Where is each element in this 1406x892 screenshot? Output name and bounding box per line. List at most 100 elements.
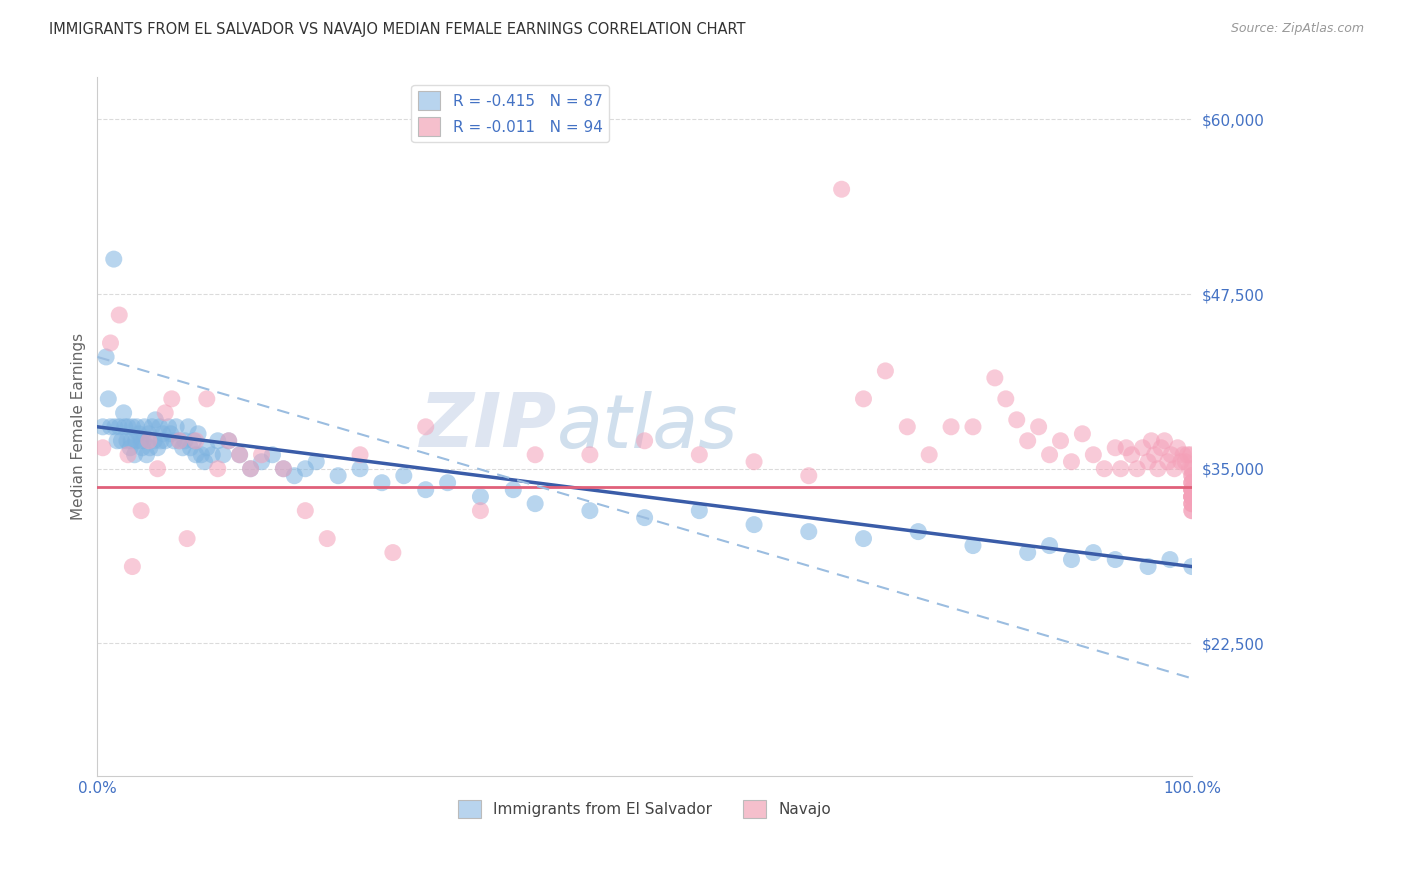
Point — [1115, 441, 1137, 455]
Point — [1181, 475, 1204, 490]
Point — [183, 434, 205, 448]
Point — [108, 419, 131, 434]
Point — [195, 441, 218, 455]
Y-axis label: Median Female Earnings: Median Female Earnings — [72, 334, 86, 520]
Point — [1181, 483, 1204, 497]
Point — [146, 461, 169, 475]
Point — [100, 335, 122, 350]
Point — [470, 490, 492, 504]
Point — [742, 455, 765, 469]
Point — [1181, 468, 1204, 483]
Point — [875, 364, 897, 378]
Point — [129, 434, 152, 448]
Point — [1159, 552, 1181, 566]
Legend: Immigrants from El Salvador, Navajo: Immigrants from El Salvador, Navajo — [453, 794, 837, 824]
Point — [207, 434, 229, 448]
Point — [1181, 503, 1204, 517]
Point — [1071, 426, 1094, 441]
Point — [228, 448, 250, 462]
Point — [195, 392, 218, 406]
Point — [349, 461, 371, 475]
Point — [91, 419, 114, 434]
Point — [120, 441, 142, 455]
Point — [184, 448, 207, 462]
Point — [918, 448, 941, 462]
Point — [415, 419, 437, 434]
Point — [114, 419, 136, 434]
Point — [155, 434, 177, 448]
Point — [105, 434, 128, 448]
Point — [381, 545, 404, 559]
Point — [305, 455, 328, 469]
Point — [1181, 461, 1204, 475]
Point — [907, 524, 929, 539]
Point — [1181, 475, 1204, 490]
Point — [349, 448, 371, 462]
Point — [294, 461, 316, 475]
Point — [163, 434, 186, 448]
Point — [962, 539, 984, 553]
Point — [1167, 441, 1189, 455]
Point — [100, 419, 122, 434]
Point — [174, 434, 197, 448]
Point — [1038, 539, 1060, 553]
Point — [146, 441, 169, 455]
Point — [201, 448, 224, 462]
Point — [1181, 475, 1204, 490]
Point — [1181, 490, 1204, 504]
Point — [129, 503, 152, 517]
Point — [1181, 483, 1204, 497]
Point — [212, 448, 235, 462]
Point — [633, 434, 655, 448]
Point — [149, 434, 172, 448]
Point — [139, 441, 162, 455]
Point — [524, 497, 547, 511]
Point — [1174, 455, 1197, 469]
Point — [141, 419, 163, 434]
Point — [688, 503, 710, 517]
Point — [962, 419, 984, 434]
Point — [1049, 434, 1071, 448]
Point — [1017, 434, 1039, 448]
Point — [896, 419, 918, 434]
Point — [1140, 434, 1163, 448]
Point — [138, 434, 160, 448]
Point — [207, 461, 229, 475]
Point — [132, 434, 155, 448]
Point — [1083, 545, 1105, 559]
Point — [1181, 490, 1204, 504]
Point — [134, 419, 156, 434]
Point — [124, 434, 146, 448]
Point — [852, 532, 875, 546]
Point — [415, 483, 437, 497]
Point — [143, 434, 166, 448]
Point — [250, 455, 273, 469]
Point — [742, 517, 765, 532]
Text: atlas: atlas — [557, 391, 738, 463]
Point — [831, 182, 853, 196]
Point — [131, 441, 153, 455]
Point — [470, 503, 492, 517]
Point — [239, 461, 262, 475]
Point — [1083, 448, 1105, 462]
Point — [1060, 455, 1083, 469]
Point — [165, 419, 187, 434]
Point — [1150, 441, 1173, 455]
Point — [97, 392, 120, 406]
Point — [1181, 497, 1204, 511]
Point — [112, 406, 135, 420]
Point — [159, 426, 181, 441]
Point — [1147, 461, 1170, 475]
Point — [1092, 461, 1115, 475]
Point — [328, 468, 350, 483]
Point — [115, 434, 138, 448]
Point — [135, 448, 157, 462]
Point — [108, 308, 131, 322]
Point — [797, 524, 820, 539]
Text: IMMIGRANTS FROM EL SALVADOR VS NAVAJO MEDIAN FEMALE EARNINGS CORRELATION CHART: IMMIGRANTS FROM EL SALVADOR VS NAVAJO ME… — [49, 22, 745, 37]
Point — [149, 419, 172, 434]
Text: Source: ZipAtlas.com: Source: ZipAtlas.com — [1230, 22, 1364, 36]
Point — [316, 532, 339, 546]
Point — [1104, 441, 1126, 455]
Point — [1060, 552, 1083, 566]
